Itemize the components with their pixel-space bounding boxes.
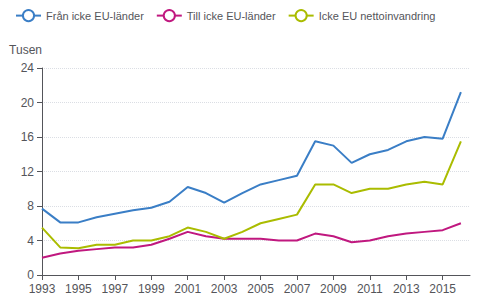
svg-text:0: 0 — [27, 268, 34, 282]
svg-text:1995: 1995 — [65, 282, 92, 296]
svg-text:8: 8 — [27, 199, 34, 213]
svg-text:24: 24 — [21, 61, 35, 75]
svg-text:2003: 2003 — [211, 282, 238, 296]
svg-text:2011: 2011 — [357, 282, 383, 296]
svg-text:2013: 2013 — [393, 282, 420, 296]
svg-text:20: 20 — [21, 96, 35, 110]
svg-text:16: 16 — [21, 130, 35, 144]
svg-text:2015: 2015 — [429, 282, 456, 296]
svg-text:1997: 1997 — [101, 282, 128, 296]
svg-text:Till icke EU-länder: Till icke EU-länder — [187, 10, 276, 22]
svg-text:2005: 2005 — [247, 282, 274, 296]
svg-text:12: 12 — [21, 165, 35, 179]
svg-text:Tusen: Tusen — [9, 43, 42, 57]
svg-text:4: 4 — [27, 234, 34, 248]
svg-text:Icke EU nettoinvandring: Icke EU nettoinvandring — [319, 10, 436, 22]
svg-text:1999: 1999 — [138, 282, 165, 296]
svg-text:1993: 1993 — [29, 282, 56, 296]
svg-text:2009: 2009 — [320, 282, 347, 296]
svg-text:2001: 2001 — [174, 282, 201, 296]
svg-text:2007: 2007 — [284, 282, 311, 296]
svg-text:Från icke EU-länder: Från icke EU-länder — [46, 10, 144, 22]
